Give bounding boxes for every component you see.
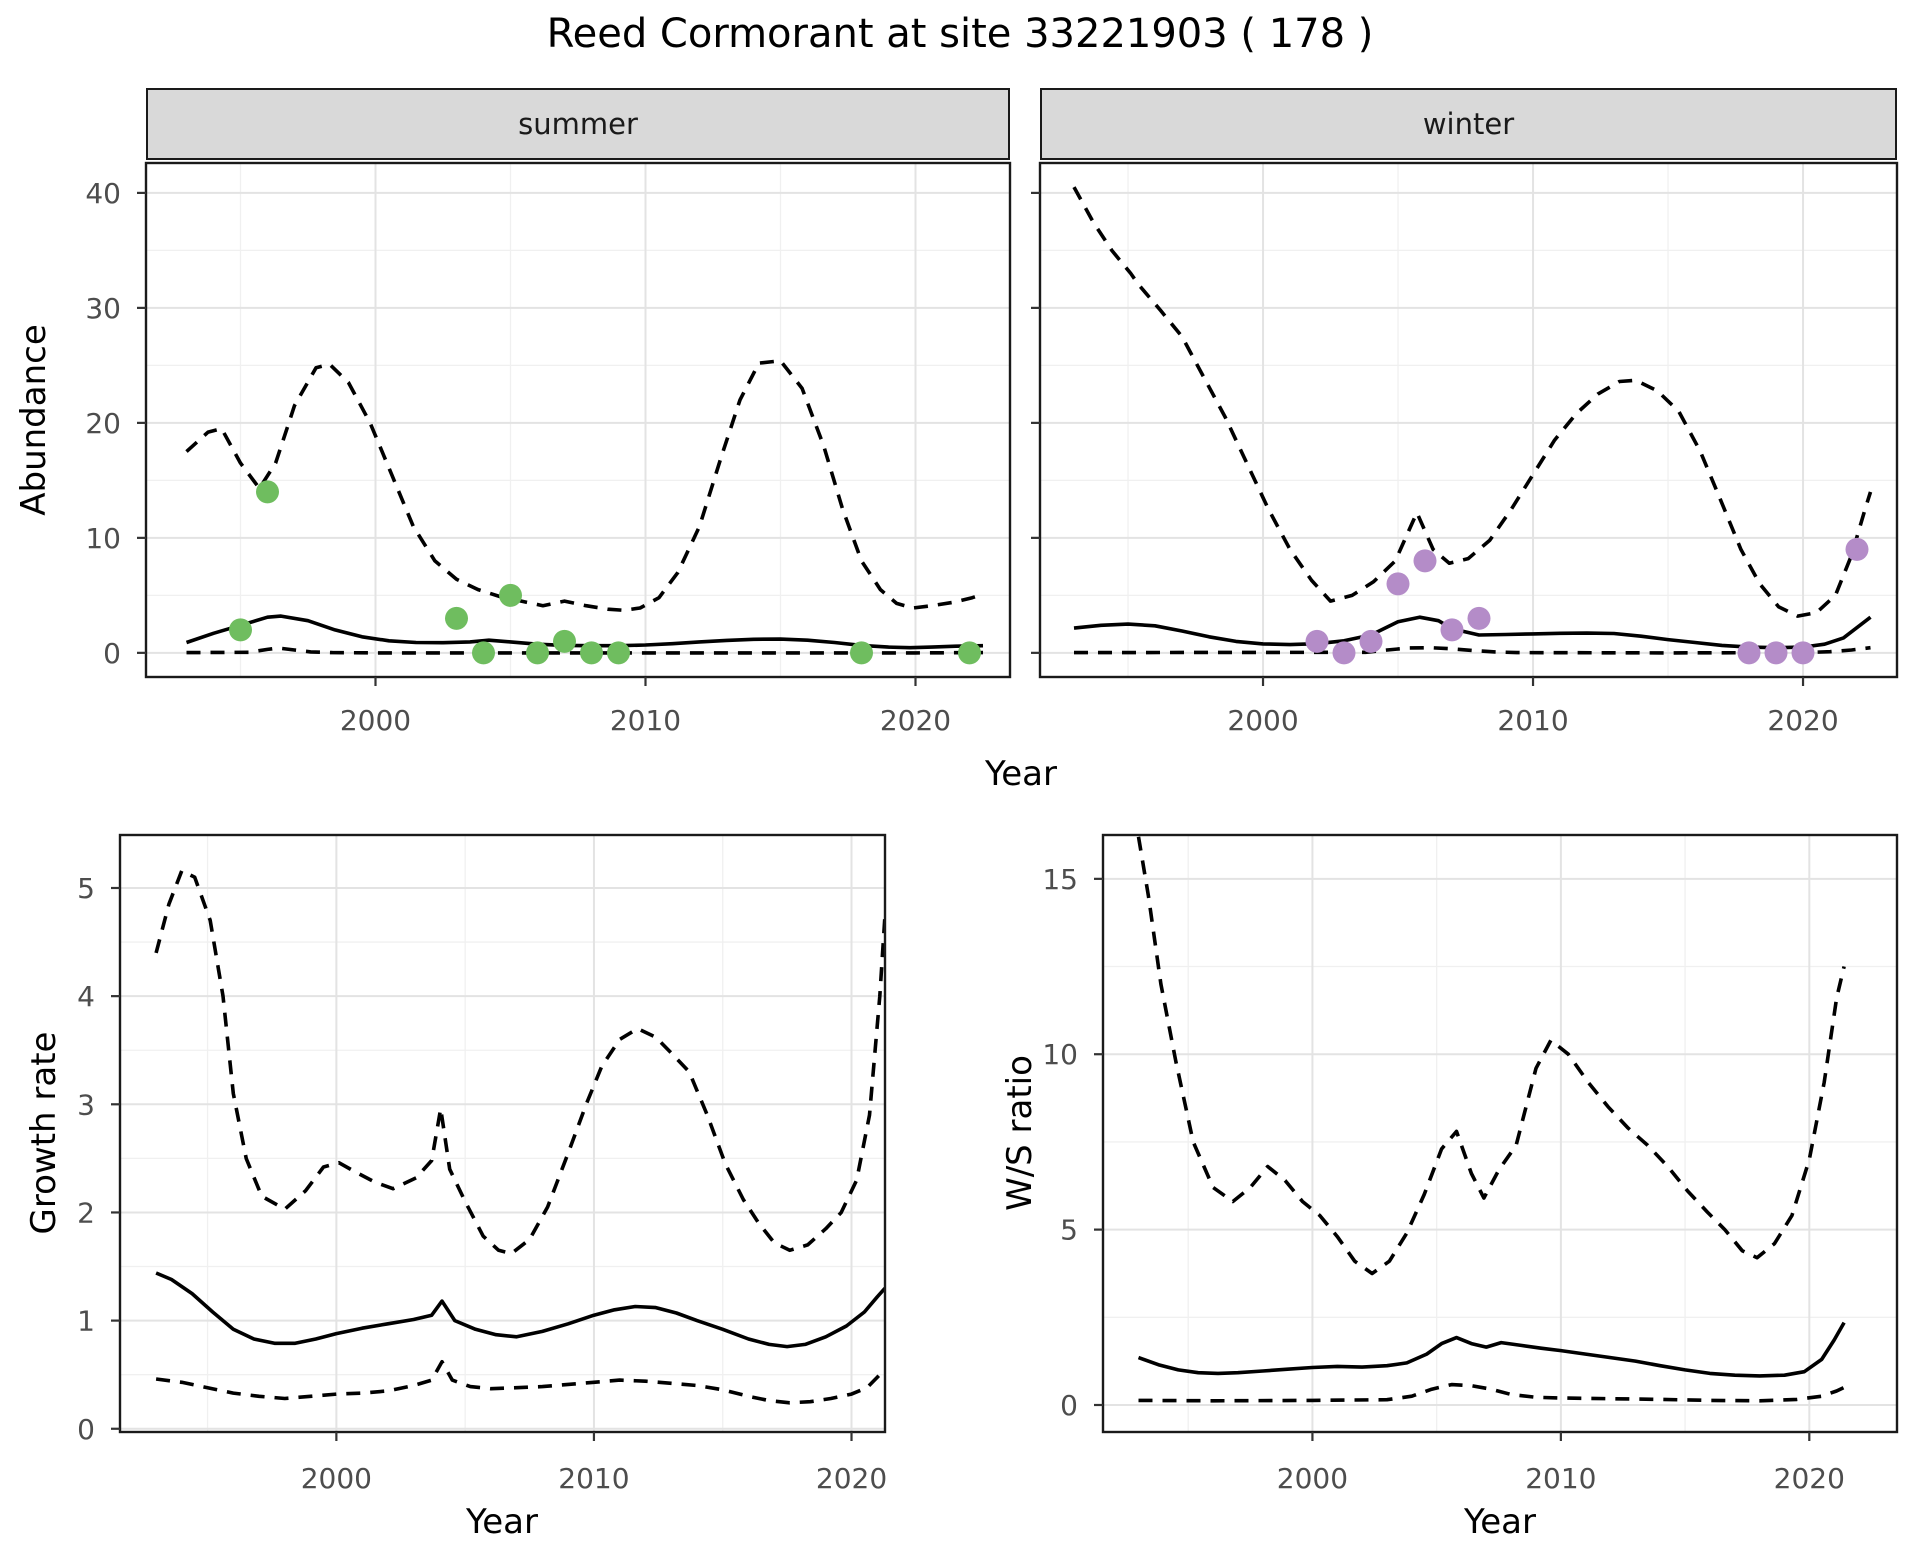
abundance-summer-observation-points [229, 480, 981, 665]
growth-rate-y-tick-label: 4 [77, 980, 95, 1013]
ws-ratio-gridlines [1103, 835, 1897, 1432]
abundance-winter-x-tick-label: 2000 [1227, 704, 1298, 737]
growth-rate-y-tick-label: 5 [77, 872, 95, 905]
growth-rate-fit-line [155, 1271, 885, 1349]
ws-ratio-y-tick-label: 15 [1042, 863, 1078, 896]
abundance-winter-lower_ci-line [1073, 645, 1871, 655]
abundance-summer-lower_ci-line [186, 646, 984, 655]
abundance-summer-x-tick-label: 2020 [880, 704, 951, 737]
panel-abundance-summer: 2000 2010 2020 0 10 20 30 40 [85, 161, 1012, 737]
panel-abundance-winter: 2000 2010 2020 [1031, 161, 1899, 737]
facet-strip-winter-label: winter [1422, 107, 1515, 141]
facet-strip-winter: winter [1040, 88, 1897, 160]
abundance-summer-point [850, 641, 873, 665]
growth-rate-y-tick-label: 2 [77, 1196, 95, 1229]
growth-rate-panel-border [118, 833, 887, 1434]
abundance-summer-y-tick-label: 40 [85, 177, 121, 210]
abundance-winter-point [1764, 641, 1788, 665]
abundance-summer-point [229, 618, 252, 642]
abundance-summer-upper_ci-line [185, 358, 984, 613]
ws-ratio-y-tick-label: 5 [1060, 1214, 1078, 1247]
abundance-winter-observation-points [1305, 537, 1869, 665]
abundance-winter-x-tick-label: 2010 [1497, 704, 1568, 737]
abundance-winter-upper_ci-line [1072, 186, 1873, 618]
ws-ratio-y-tick-label: 0 [1060, 1389, 1078, 1422]
growth-rate-axis-ticks: 2000 2010 2020 0 1 2 3 4 5 [77, 872, 887, 1495]
panel-ws-ratio: 2000 2010 2020 0 5 10 15 [1042, 833, 1899, 1495]
abundance-summer-y-tick-label: 0 [103, 637, 121, 670]
abundance-winter-point [1413, 549, 1437, 573]
abundance-summer-point [472, 641, 495, 665]
abundance-summer-point [445, 606, 468, 630]
figure-title: Reed Cormorant at site 33221903 ( 178 ) [546, 11, 1374, 57]
abundance-summer-x-tick-label: 2010 [610, 704, 681, 737]
facet-strip-summer: summer [146, 88, 1010, 160]
growth-rate-upper_ci-line [154, 868, 885, 1256]
abundance-winter-x-tick-label: 2020 [1767, 704, 1838, 737]
growth-rate-lower_ci-line [155, 1359, 885, 1405]
ws-ratio-lower_ci-line [1138, 1382, 1845, 1403]
abundance-winter-point [1359, 629, 1383, 653]
abundance-winter-axis-ticks: 2000 2010 2020 [1031, 191, 1839, 737]
ws-ratio-panel-border [1101, 833, 1899, 1434]
growth-rate-y-tick-label: 1 [77, 1305, 95, 1338]
abundance-summer-point [553, 629, 576, 653]
abundance-summer-point [607, 641, 630, 665]
facet-strip-summer-label: summer [518, 107, 638, 141]
abundance-summer-x-tick-label: 2000 [340, 704, 411, 737]
abundance-winter-point [1305, 629, 1329, 653]
abundance-summer-point [958, 641, 981, 665]
panel-growth-rate: 2000 2010 2020 0 1 2 3 4 5 [77, 833, 887, 1495]
abundance-summer-point [256, 480, 279, 504]
abundance-summer-gridlines [146, 163, 1010, 677]
growth-rate-x-tick-label: 2000 [301, 1462, 372, 1495]
growth-rate-y-tick-label: 3 [77, 1088, 95, 1121]
abundance-winter-point [1440, 618, 1464, 642]
abundance-summer-point [499, 583, 522, 607]
growth-rate-gridlines [120, 835, 885, 1432]
abundance-summer-point [580, 641, 603, 665]
abundance-winter-point [1737, 641, 1761, 665]
growth-rate-x-tick-label: 2020 [816, 1462, 887, 1495]
ws-ratio-upper_ci-line [1136, 836, 1846, 1276]
ws-ratio-axis-ticks: 2000 2010 2020 0 5 10 15 [1042, 863, 1845, 1495]
abundance-summer-axis-ticks: 2000 2010 2020 0 10 20 30 40 [85, 177, 951, 737]
abundance-winter-point [1791, 641, 1815, 665]
top-year-axis-title: Year [985, 754, 1057, 794]
abundance-winter-point [1386, 572, 1410, 596]
growth-year-axis-title: Year [466, 1502, 538, 1542]
abundance-summer-y-tick-label: 20 [85, 407, 121, 440]
abundance-winter-panel-border [1038, 161, 1899, 679]
ws-ratio-x-tick-label: 2020 [1774, 1462, 1845, 1495]
abundance-summer-y-tick-label: 10 [85, 522, 121, 555]
ws-ratio-fit-line [1137, 1321, 1846, 1378]
abundance-winter-point [1467, 606, 1491, 630]
ws-ratio-y-tick-label: 10 [1042, 1038, 1078, 1071]
abundance-summer-panel-border [144, 161, 1012, 679]
abundance-winter-point [1845, 537, 1869, 561]
growth-rate-x-tick-label: 2010 [558, 1462, 629, 1495]
abundance-winter-gridlines [1040, 163, 1897, 677]
abundance-winter-point [1332, 641, 1356, 665]
abundance-summer-y-tick-label: 30 [85, 292, 121, 325]
ws-ratio-x-tick-label: 2010 [1525, 1462, 1596, 1495]
ws-ratio-x-tick-label: 2000 [1277, 1462, 1348, 1495]
abundance-summer-point [526, 641, 549, 665]
growth-rate-y-tick-label: 0 [77, 1413, 95, 1446]
ws-year-axis-title: Year [1464, 1502, 1536, 1542]
